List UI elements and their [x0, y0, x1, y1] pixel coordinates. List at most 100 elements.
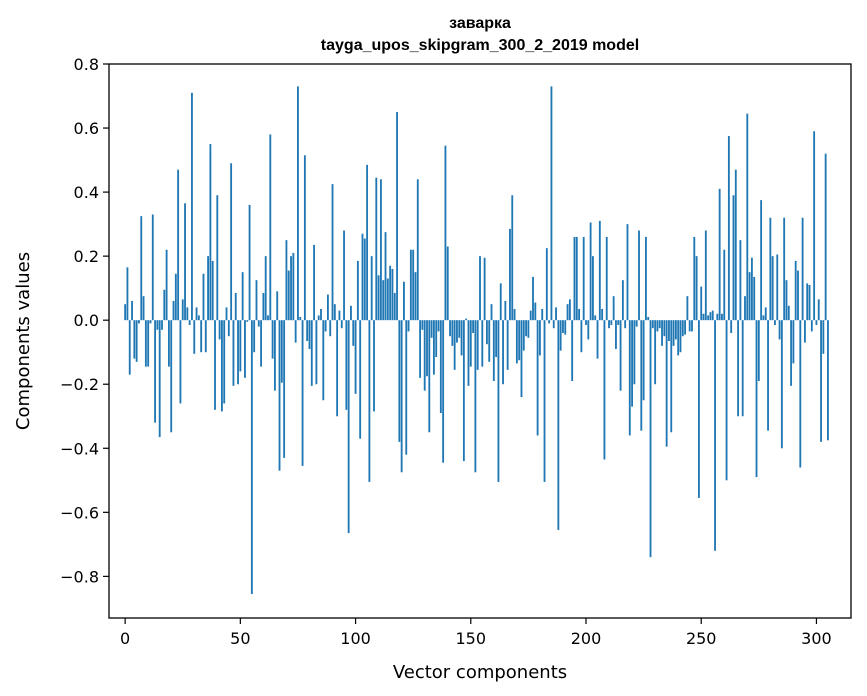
bar [354, 320, 357, 394]
bar [294, 320, 297, 343]
y-tick-label: 0.8 [74, 55, 99, 74]
bar [241, 272, 244, 321]
bar [161, 320, 163, 330]
bar [223, 320, 226, 404]
bar [317, 315, 320, 321]
bar [124, 304, 127, 321]
bar [202, 273, 205, 321]
bar [419, 320, 422, 378]
bar [610, 320, 613, 325]
bar [709, 312, 712, 321]
bar [555, 307, 557, 321]
bar [806, 283, 809, 321]
bar [548, 320, 551, 324]
y-tick-label: −0.2 [60, 375, 99, 394]
bar [315, 320, 318, 385]
bar [792, 320, 795, 364]
bar [469, 320, 472, 367]
bar [545, 248, 548, 321]
bar [352, 320, 355, 346]
bar [485, 320, 488, 345]
plot-frame [108, 63, 852, 619]
bar [133, 320, 136, 359]
bar [794, 260, 797, 321]
bar [695, 256, 698, 321]
bar [479, 256, 481, 321]
bar [407, 320, 410, 332]
bar [386, 278, 389, 321]
bar [642, 320, 645, 401]
bar [257, 320, 260, 327]
bar [361, 233, 364, 321]
bar [308, 320, 311, 349]
bar [536, 320, 539, 436]
bar [661, 320, 663, 346]
bar [734, 169, 737, 321]
bar [329, 320, 332, 337]
bar [608, 320, 610, 329]
bar [184, 203, 186, 321]
bar [815, 320, 818, 325]
bar [234, 292, 237, 321]
bar [677, 320, 680, 356]
bar [490, 304, 493, 321]
bar [628, 320, 631, 436]
bar [587, 320, 590, 340]
bar [267, 315, 269, 321]
bar [389, 265, 392, 321]
bar [638, 230, 640, 321]
bar [191, 92, 193, 321]
x-tick-label: 0 [120, 629, 130, 648]
bar [594, 315, 597, 321]
x-axis-label: Vector components [393, 662, 567, 683]
bar [331, 184, 334, 321]
bar [681, 320, 684, 337]
bar [541, 308, 544, 321]
bar [336, 320, 339, 417]
y-tick-label: −0.8 [60, 567, 99, 586]
bar [739, 240, 742, 321]
bar [186, 307, 189, 321]
bar [538, 320, 541, 356]
bar [310, 320, 313, 386]
bar [776, 254, 779, 321]
bar [412, 249, 415, 321]
bar [306, 320, 309, 341]
bar [644, 236, 647, 321]
bar [174, 273, 177, 321]
bar [820, 320, 822, 442]
bar [640, 320, 643, 431]
bar [707, 315, 710, 321]
bar [559, 320, 562, 351]
bar [764, 307, 767, 321]
bar [665, 320, 668, 447]
bar [426, 320, 428, 377]
x-tick-label: 200 [571, 629, 602, 648]
bar [356, 260, 359, 321]
bar [633, 320, 636, 385]
bar [580, 320, 583, 353]
bar [301, 320, 304, 466]
bar [670, 320, 673, 433]
bar [472, 320, 475, 333]
bar [557, 320, 560, 530]
bar [672, 320, 675, 346]
bar [391, 268, 394, 321]
bar [697, 320, 700, 498]
bar [140, 216, 143, 321]
bar [244, 320, 246, 378]
bar [741, 320, 744, 417]
bar [492, 320, 495, 382]
bar [248, 204, 251, 321]
bar [232, 320, 235, 386]
bar [377, 275, 380, 321]
bar [626, 224, 629, 321]
bar [799, 320, 802, 468]
bar [635, 320, 638, 327]
bar [403, 281, 405, 321]
bar [142, 296, 145, 321]
bar [502, 320, 504, 385]
bar [158, 320, 161, 438]
bar [578, 308, 581, 321]
bar [449, 320, 451, 337]
